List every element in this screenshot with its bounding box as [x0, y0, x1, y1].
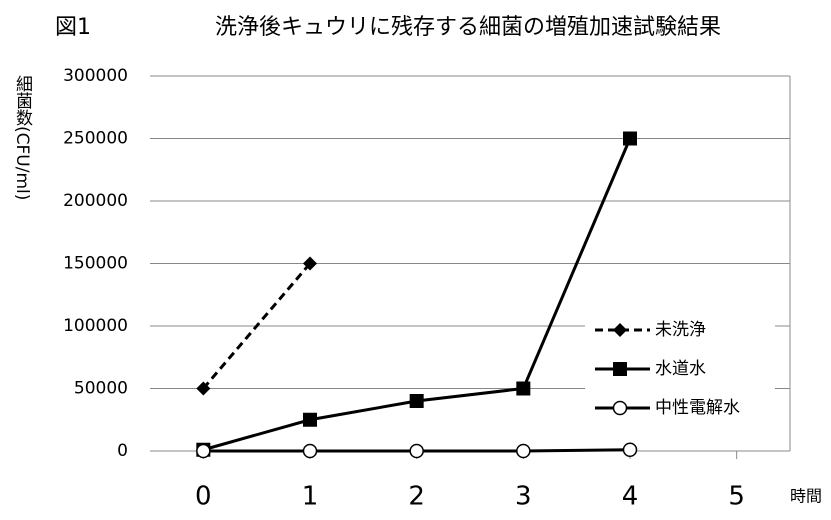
data-point — [622, 442, 638, 457]
data-point — [623, 131, 637, 146]
series-line — [202, 262, 312, 390]
data-point — [303, 412, 317, 427]
data-point — [516, 443, 531, 459]
figure-label: 図1 — [55, 15, 91, 40]
x-tick-label: 5 — [728, 482, 745, 512]
x-axis-label: 時間 — [790, 487, 822, 506]
data-point — [196, 381, 211, 396]
x-tick-label: 4 — [622, 482, 639, 512]
chart-title: 洗浄後キュウリに残存する細菌の増殖加速試験結果 — [215, 15, 721, 40]
y-tick-label: 300000 — [63, 66, 128, 86]
data-point — [409, 394, 424, 408]
x-tick-label: 0 — [195, 482, 212, 512]
y-tick-label: 200000 — [63, 191, 128, 211]
data-point — [409, 443, 424, 459]
x-tick-label: 3 — [515, 482, 532, 512]
y-tick-label: 50000 — [74, 379, 128, 399]
legend-marker — [613, 323, 627, 337]
data-point — [516, 381, 531, 396]
legend-marker — [613, 362, 627, 376]
legend-label: 中性電解水 — [655, 398, 740, 418]
legend-label: 水道水 — [655, 359, 706, 379]
data-point — [302, 443, 318, 459]
x-tick-label: 1 — [302, 482, 319, 512]
x-tick-label: 2 — [408, 482, 425, 512]
y-tick-label: 250000 — [63, 129, 128, 149]
y-axis-label: 細菌数(CFU/ml) — [12, 75, 33, 200]
y-tick-label: 0 — [117, 441, 128, 461]
y-tick-label: 150000 — [63, 254, 128, 274]
legend-label: 未洗浄 — [655, 320, 706, 340]
data-point — [303, 256, 317, 271]
y-tick-label: 100000 — [63, 316, 128, 336]
legend-marker — [612, 400, 628, 416]
data-point — [196, 443, 211, 459]
